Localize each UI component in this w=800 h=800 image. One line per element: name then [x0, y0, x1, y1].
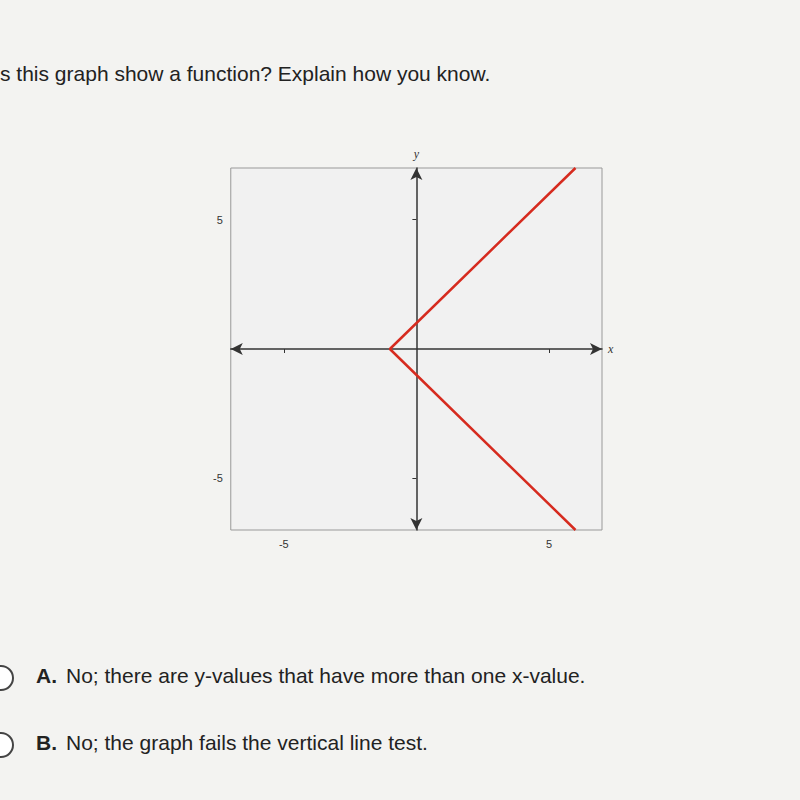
- html-text:B.: B.: [36, 731, 57, 754]
- html-text:No; there are y-values that ha: No; there are y-values that have more th…: [66, 664, 586, 687]
- svg-text:y: y: [413, 147, 420, 161]
- svg-text:x: x: [607, 342, 614, 356]
- html-text:No; the graph fails the vertic: No; the graph fails the vertical line te…: [66, 731, 428, 754]
- svg-text:5: 5: [217, 214, 223, 226]
- html-text:A.: A.: [36, 664, 57, 687]
- svg-text:-5: -5: [279, 538, 289, 550]
- html-text:s this graph show a function?: s this graph show a function? Explain ho…: [0, 62, 491, 85]
- svg-text:5: 5: [546, 538, 552, 550]
- svg-text:-5: -5: [213, 472, 223, 484]
